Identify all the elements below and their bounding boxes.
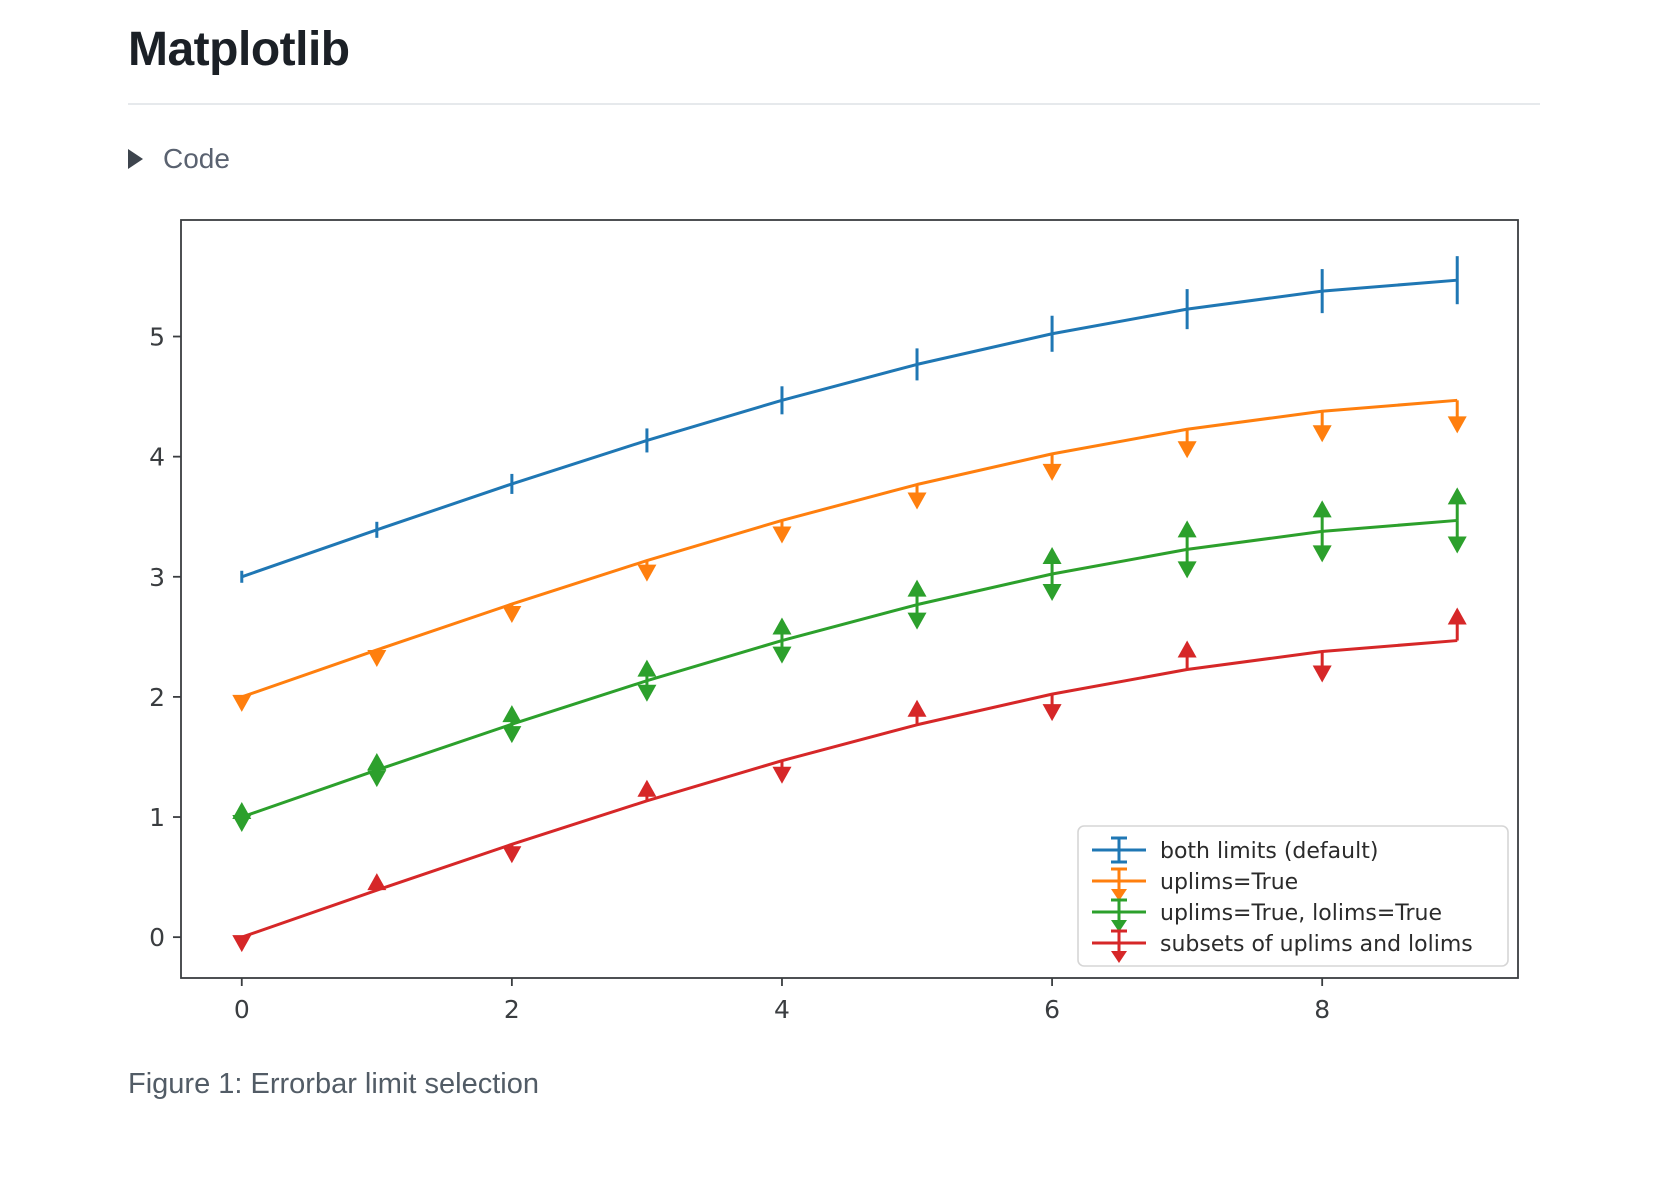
y-tick-label: 4 [149,443,165,472]
limit-arrowhead [367,649,387,667]
limit-arrowhead [1312,425,1332,443]
limit-arrowhead [772,766,792,784]
x-tick-label: 8 [1314,995,1330,1024]
limit-arrowhead [1177,520,1197,538]
series-line [241,398,1458,699]
series-subsets-of-uplims-and-lolims [232,607,1467,953]
disclosure-triangle-icon [128,149,143,169]
y-tick-label: 0 [149,923,165,952]
limit-arrowhead [1447,487,1467,505]
limit-arrowhead [1177,441,1197,459]
limit-arrowhead [907,492,927,510]
x-tick-label: 6 [1044,995,1060,1024]
series-uplims-true [232,398,1467,712]
limit-arrowhead [907,579,927,597]
series-uplims-true-lolims-true [232,487,1467,833]
limit-arrowhead [772,646,792,664]
legend-label: subsets of uplims and lolims [1160,932,1473,957]
limit-arrowhead [367,770,387,788]
limit-arrowhead [907,612,927,630]
limit-arrowhead [637,659,657,677]
legend: both limits (default) uplims=True uplims=T… [1077,825,1509,967]
y-tick-label: 1 [149,803,165,832]
y-tick-label: 3 [149,563,165,592]
limit-arrowhead [772,617,792,635]
errorbar-chart: 0 2 4 6 8 0 1 2 3 4 5 both limits (default) uplims=T… [149,219,1519,1024]
figure-container: 0 2 4 6 8 0 1 2 3 4 5 both limits (default) uplims=T… [128,195,1540,1101]
y-tick-label: 5 [149,323,165,352]
limit-arrowhead [637,564,657,582]
limit-arrowhead [1312,500,1332,518]
limit-arrowhead [232,935,252,953]
plot-frame [180,219,1519,979]
limit-arrowhead [232,694,252,712]
limit-arrowhead [1447,607,1467,625]
limit-arrowhead [1042,584,1062,602]
series-line [241,639,1458,939]
limit-arrowhead [502,606,522,624]
limit-arrowhead [1177,561,1197,579]
series-both-limits-default- [240,256,1459,583]
y-tick-label: 2 [149,683,165,712]
limit-arrowhead [502,726,522,744]
legend-label: uplims=True, lolims=True [1160,901,1442,926]
limit-arrowhead [1312,665,1332,683]
limit-arrowhead [907,699,927,717]
limit-arrowhead [637,684,657,702]
title-divider [128,103,1540,105]
legend-box [1077,825,1509,967]
legend-label: uplims=True [1160,870,1298,895]
limit-arrowhead [1312,545,1332,563]
x-tick-label: 4 [774,995,790,1024]
figure-caption: Figure 1: Errorbar limit selection [128,1068,539,1100]
limit-arrowhead [502,705,522,723]
limit-arrowhead [637,779,657,797]
limit-arrowhead [1447,416,1467,434]
x-tick-label: 2 [504,995,520,1024]
limit-arrowhead [502,846,522,864]
x-tick-label: 0 [234,995,250,1024]
limit-arrowhead [1177,640,1197,658]
limit-arrowhead [1447,536,1467,554]
limit-arrowhead [232,815,252,833]
code-toggle[interactable]: Code [128,143,230,175]
limit-arrowhead [772,526,792,544]
page-title: Matplotlib [128,23,350,76]
limit-arrowhead [1042,546,1062,564]
code-disclosure: Code [128,143,1540,175]
series-line [241,278,1458,579]
code-toggle-label: Code [163,143,230,174]
limit-arrowhead [1042,704,1062,722]
legend-label: both limits (default) [1160,839,1378,864]
article-page: Matplotlib Code 0 2 4 6 8 0 1 2 3 4 5 both limits (… [0,22,1666,1101]
limit-arrowhead [1042,463,1062,481]
series-line [241,518,1458,819]
limit-arrowhead [367,873,387,891]
limit-arrowhead [367,753,387,771]
